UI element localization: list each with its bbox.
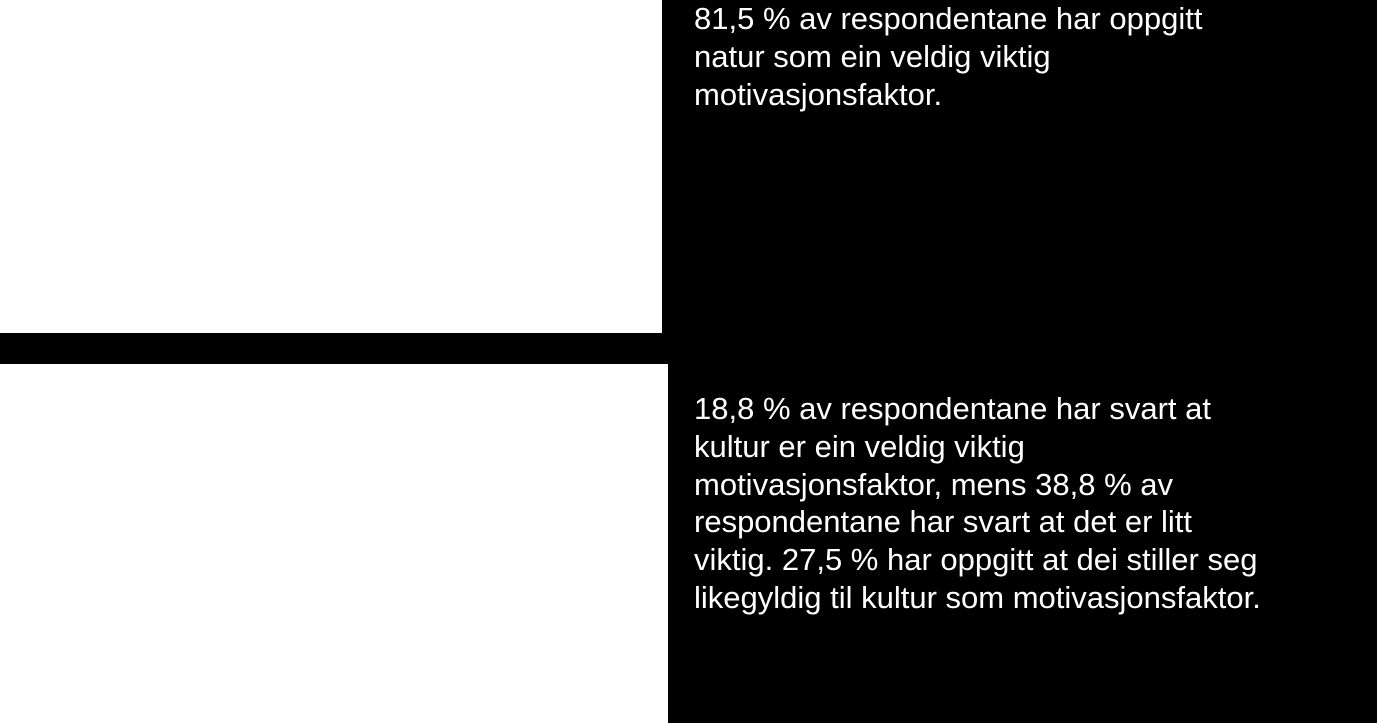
bottom-text-block: 18,8 % av respondentane har svart at kul… [668, 364, 1268, 723]
top-row: 81,5 % av respondentane har oppgitt natu… [0, 0, 1377, 333]
bottom-row: 18,8 % av respondentane har svart at kul… [0, 333, 1377, 723]
top-white-panel [0, 0, 662, 333]
bottom-white-panel [0, 364, 668, 723]
page-container: 81,5 % av respondentane har oppgitt natu… [0, 0, 1377, 723]
top-text-block: 81,5 % av respondentane har oppgitt natu… [662, 0, 1232, 333]
